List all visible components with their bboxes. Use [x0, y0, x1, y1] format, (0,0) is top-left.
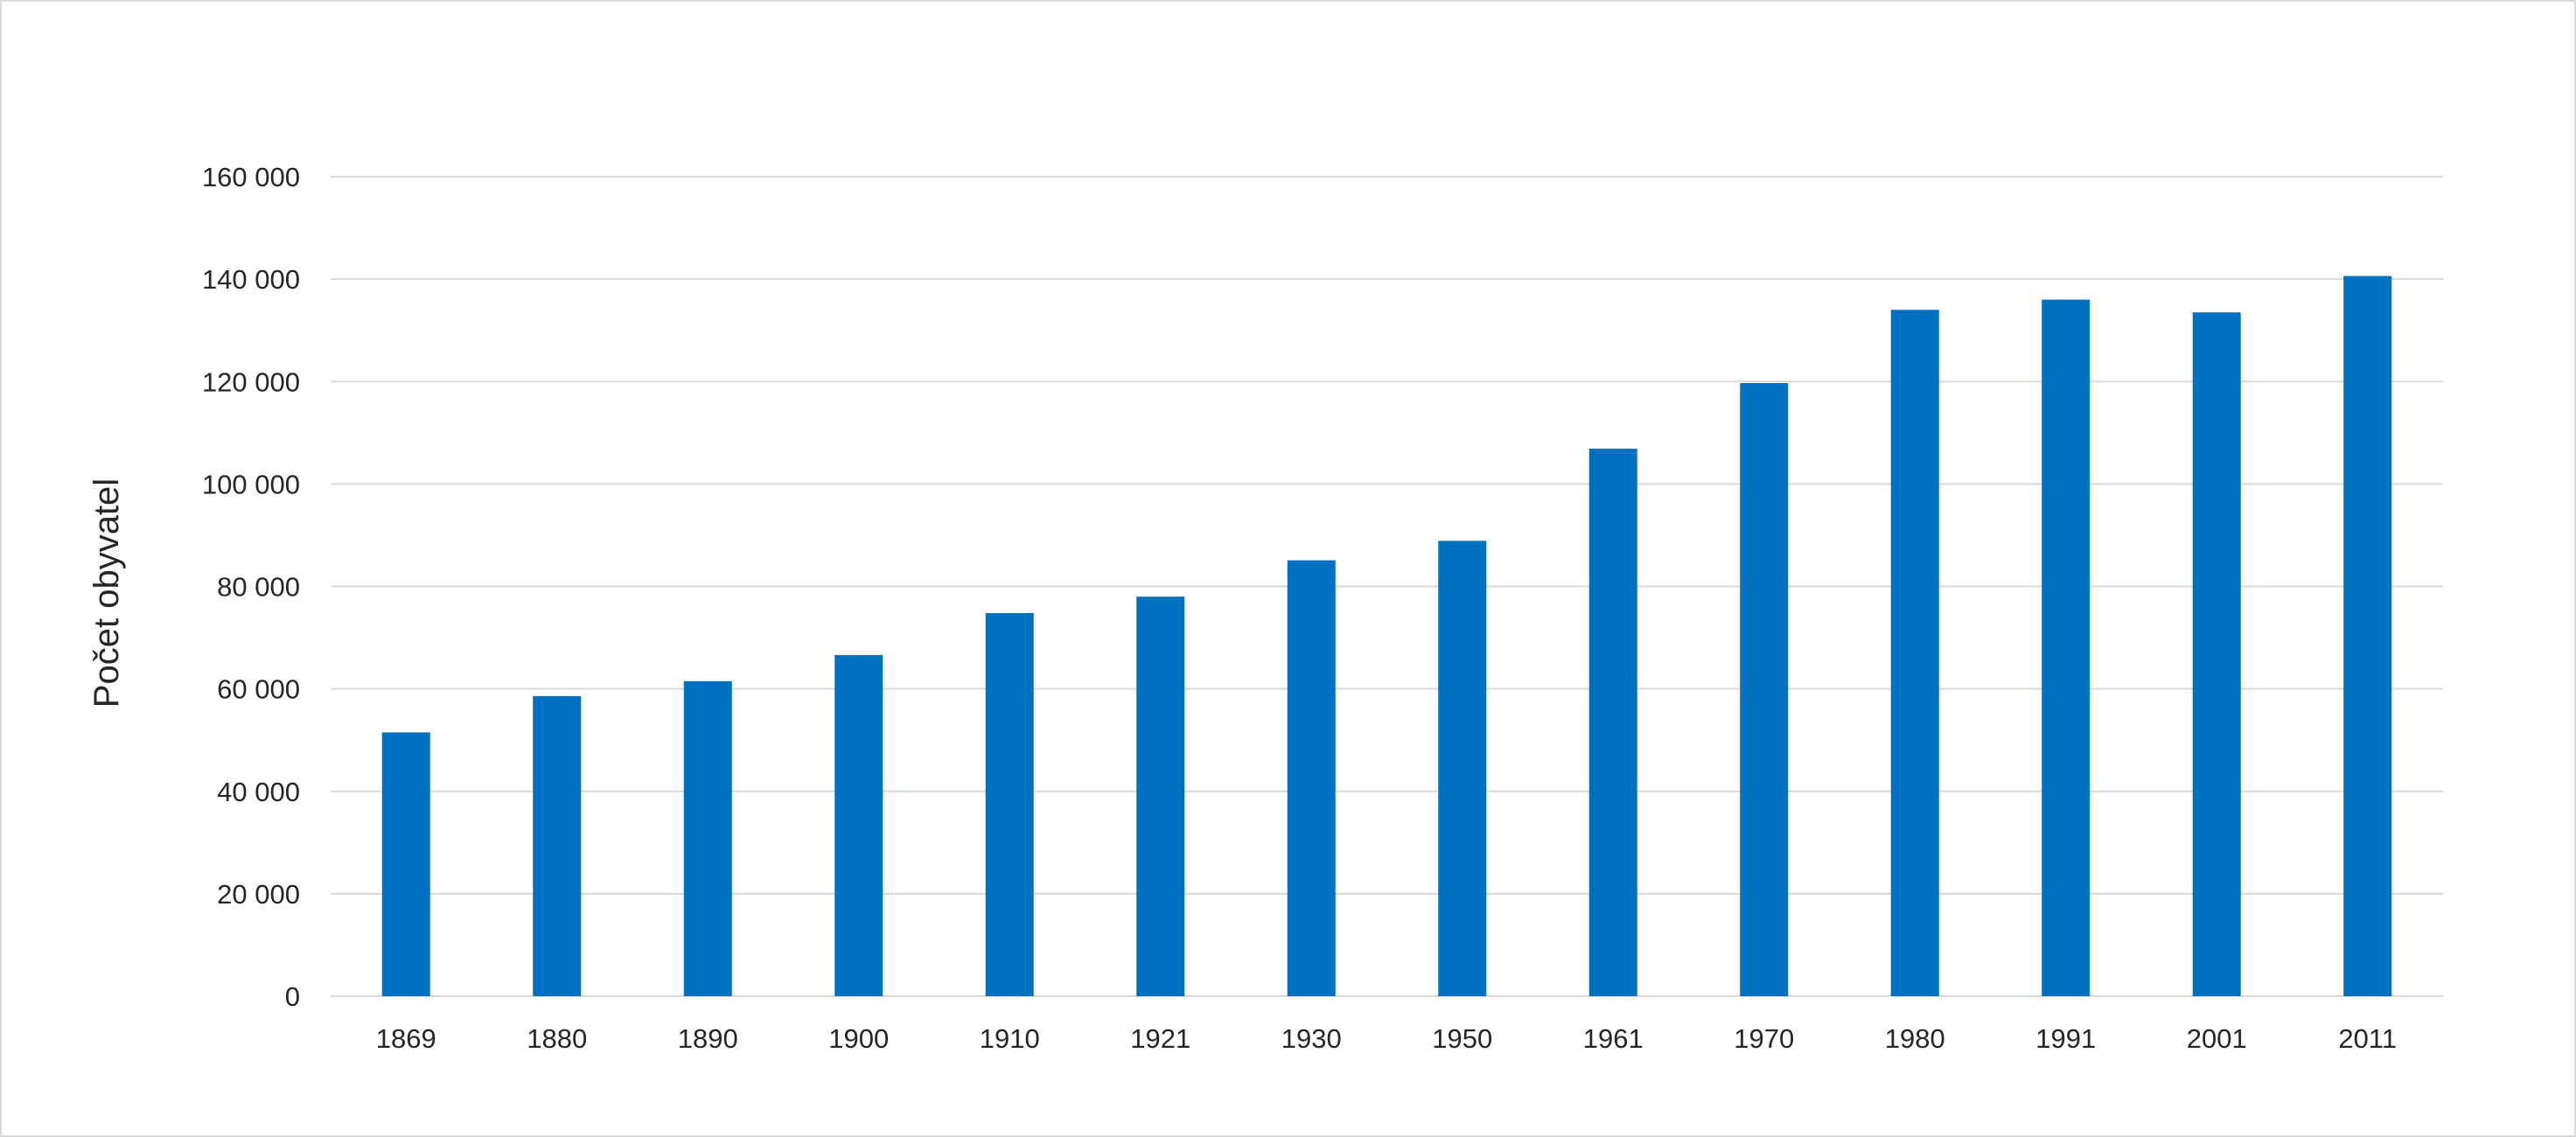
y-tick-label: 20 000	[217, 879, 300, 910]
x-tick-label: 1890	[678, 1023, 738, 1054]
x-tick-label: 1961	[1583, 1023, 1644, 1054]
y-tick-label: 40 000	[217, 777, 300, 807]
y-tick-label: 120 000	[202, 366, 300, 397]
bar-1890	[683, 680, 732, 996]
x-tick-label: 1910	[980, 1023, 1040, 1054]
bar-1961	[1588, 448, 1637, 996]
bar-1900	[834, 654, 883, 996]
bar-1950	[1438, 541, 1487, 996]
y-axis-label: Počet obyvatel	[87, 478, 126, 708]
x-axis-ticks: 1869 1880 1890 1900 1910 1921 1930 1950 1961 1970…	[376, 1023, 2397, 1054]
y-tick-label: 140 000	[202, 264, 300, 295]
x-tick-label: 1991	[2035, 1023, 2096, 1054]
y-axis-ticks: 0 20 000 40 000 60 000 80 000 100 000 120 000 1…	[202, 162, 300, 1012]
x-tick-label: 1921	[1130, 1023, 1190, 1054]
x-tick-label: 1980	[1885, 1023, 1945, 1054]
bars	[381, 276, 2392, 997]
x-tick-label: 1970	[1734, 1023, 1794, 1054]
x-tick-label: 1900	[828, 1023, 889, 1054]
bar-1980	[1890, 310, 1939, 996]
bar-1991	[2042, 299, 2091, 996]
bar-2011	[2343, 276, 2392, 997]
gridlines	[331, 176, 2443, 997]
bar-1869	[381, 732, 430, 996]
bar-1970	[1740, 383, 1789, 997]
bar-2001	[2192, 312, 2241, 996]
x-tick-label: 2011	[2338, 1023, 2397, 1054]
bar-1910	[985, 612, 1034, 996]
x-tick-label: 1869	[376, 1023, 436, 1054]
x-tick-label: 2001	[2187, 1023, 2247, 1054]
x-tick-label: 1880	[527, 1023, 587, 1054]
bar-1921	[1136, 596, 1185, 996]
x-tick-label: 1950	[1432, 1023, 1492, 1054]
y-tick-label: 160 000	[202, 162, 300, 192]
y-tick-label: 0	[285, 981, 300, 1012]
bar-1880	[533, 695, 582, 996]
y-tick-label: 100 000	[202, 469, 300, 499]
y-tick-label: 80 000	[217, 572, 300, 603]
bar-1930	[1287, 560, 1336, 996]
y-tick-label: 60 000	[217, 674, 300, 705]
x-tick-label: 1930	[1281, 1023, 1342, 1054]
